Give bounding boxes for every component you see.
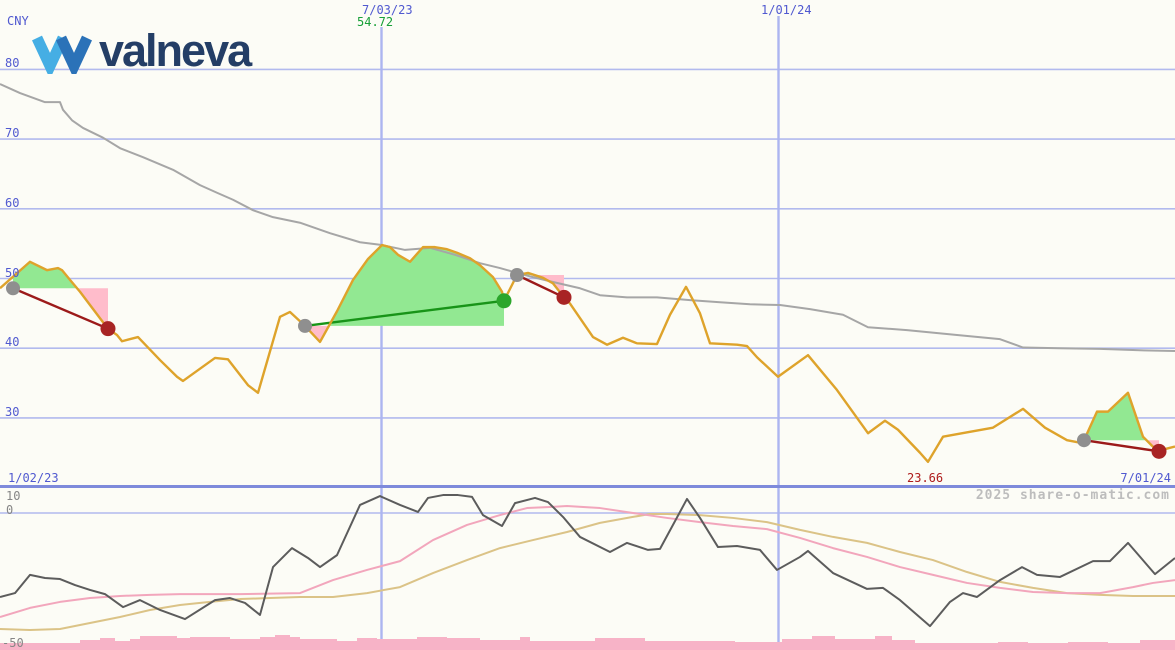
valneva-logo-mark (32, 35, 92, 74)
valneva-logo-text: valneva (99, 25, 252, 76)
valneva-logo: valneva (32, 25, 252, 76)
